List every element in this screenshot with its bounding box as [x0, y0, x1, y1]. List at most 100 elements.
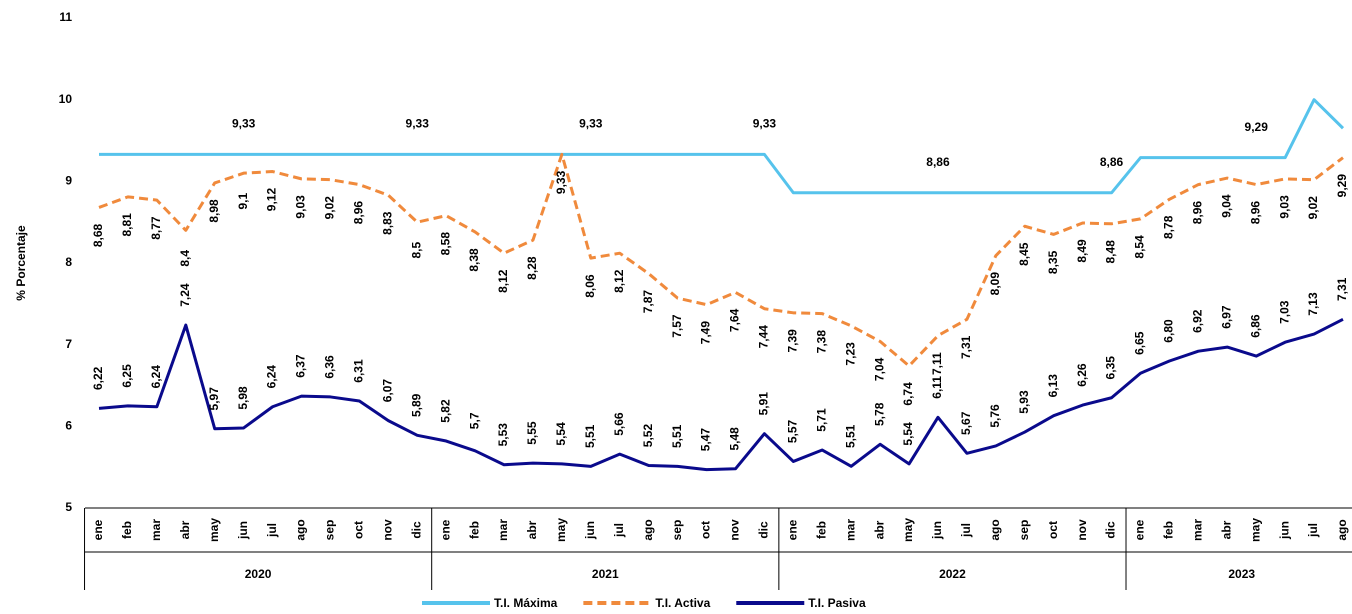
data-label: 8,35	[1046, 250, 1060, 274]
data-label: 6,24	[149, 365, 163, 389]
data-label: 5,7	[467, 412, 481, 429]
data-label: 5,78	[872, 402, 886, 426]
data-label: 8,96	[1191, 201, 1205, 225]
data-label: 8,12	[612, 269, 626, 293]
data-label: 6,35	[1104, 356, 1118, 380]
y-tick-label: 11	[59, 10, 72, 24]
x-tick-label: nov	[1075, 519, 1089, 541]
data-label: 8,68	[91, 223, 105, 247]
data-label: 8,45	[1017, 242, 1031, 266]
data-label: 5,54	[554, 422, 568, 446]
y-axis-label: % Porcentaje	[14, 225, 28, 301]
data-label: 7,11	[930, 352, 944, 375]
data-label: 9,33	[554, 170, 568, 194]
x-tick-label: jul	[959, 523, 973, 538]
data-label: 7,64	[728, 308, 742, 332]
data-label: 8,86	[1100, 155, 1124, 169]
data-label: 5,98	[236, 386, 250, 410]
data-label: 8,96	[1248, 201, 1262, 225]
series-line	[98, 318, 1344, 472]
data-label: 7,31	[1335, 277, 1349, 301]
data-label: 5,54	[901, 422, 915, 446]
data-label: 7,23	[843, 342, 857, 366]
legend-label: T.I. Activa	[655, 596, 710, 610]
data-label: 9,12	[265, 188, 279, 212]
x-tick-label: may	[1248, 518, 1262, 542]
data-label: 5,47	[699, 428, 713, 452]
data-label: 8,38	[467, 248, 481, 272]
x-tick-label: sep	[323, 520, 337, 541]
group-label: 2023	[1228, 567, 1255, 581]
data-label: 5,53	[496, 423, 510, 447]
data-label: 5,66	[612, 412, 626, 436]
data-label: 8,58	[438, 232, 452, 256]
x-tick-label: jun	[930, 521, 944, 540]
data-label: 5,51	[670, 424, 684, 448]
data-label: 6,31	[352, 359, 366, 383]
data-label: 6,11	[930, 376, 944, 399]
data-label: 5,48	[728, 427, 742, 451]
x-tick-label: abr	[872, 520, 886, 539]
x-tick-label: abr	[178, 520, 192, 539]
data-label: 6,65	[1133, 331, 1147, 355]
x-tick-label: mar	[1191, 519, 1205, 541]
data-label: 8,09	[988, 272, 1002, 296]
y-tick-label: 7	[65, 337, 72, 351]
data-label: 5,51	[843, 424, 857, 448]
data-label: 6,97	[1219, 305, 1233, 329]
x-tick-label: mar	[843, 519, 857, 541]
data-label: 5,97	[207, 387, 221, 411]
x-tick-label: jun	[1277, 521, 1291, 540]
data-label: 8,49	[1075, 239, 1089, 263]
x-tick-label: ago	[988, 519, 1002, 540]
data-label: 6,37	[294, 354, 308, 378]
x-tick-label: feb	[1162, 521, 1176, 539]
data-label: 6,25	[120, 364, 134, 388]
x-tick-label: dic	[409, 521, 423, 539]
legend-label: T.I. Máxima	[494, 596, 558, 610]
data-label: 9,02	[1306, 196, 1320, 220]
x-tick-label: dic	[757, 521, 771, 539]
x-tick-label: nov	[380, 519, 394, 541]
data-label: 5,89	[409, 393, 423, 417]
y-tick-label: 6	[65, 419, 72, 433]
data-label: 7,44	[757, 325, 771, 349]
x-tick-label: ene	[785, 519, 799, 540]
data-label: 9,1	[236, 193, 250, 210]
data-label: 6,80	[1162, 319, 1176, 343]
x-tick-label: feb	[467, 521, 481, 539]
x-tick-label: may	[207, 518, 221, 542]
data-label: 7,31	[959, 335, 973, 359]
data-label: 9,03	[294, 195, 308, 219]
x-tick-label: mar	[496, 519, 510, 541]
data-label: 5,57	[785, 419, 799, 443]
data-label: 8,5	[409, 242, 423, 259]
x-tick-label: may	[901, 518, 915, 542]
x-tick-label: sep	[670, 520, 684, 541]
data-label: 9,04	[1219, 194, 1233, 218]
data-label: 7,38	[814, 330, 828, 354]
data-label: 6,36	[323, 355, 337, 379]
data-label: 8,81	[120, 213, 134, 237]
group-label: 2022	[939, 567, 966, 581]
data-label: 9,33	[232, 117, 256, 131]
data-label: 9,33	[753, 117, 777, 131]
data-label: 7,03	[1277, 300, 1291, 324]
data-label: 7,87	[641, 290, 655, 314]
data-label: 5,51	[583, 424, 597, 448]
data-label: 8,06	[583, 274, 597, 298]
x-tick-label: ago	[294, 519, 308, 540]
data-label: 5,76	[988, 404, 1002, 428]
data-label: 8,28	[525, 256, 539, 280]
data-label: 7,49	[699, 321, 713, 345]
data-label: 5,67	[959, 411, 973, 435]
data-label: 8,86	[926, 155, 950, 169]
data-label: 7,04	[872, 357, 886, 381]
data-label: 9,02	[323, 196, 337, 220]
data-label: 6,74	[901, 382, 915, 406]
series-line	[99, 98, 1345, 195]
data-label: 6,13	[1046, 374, 1060, 398]
data-label: 9,29	[1335, 174, 1349, 198]
x-tick-label: mar	[149, 519, 163, 541]
